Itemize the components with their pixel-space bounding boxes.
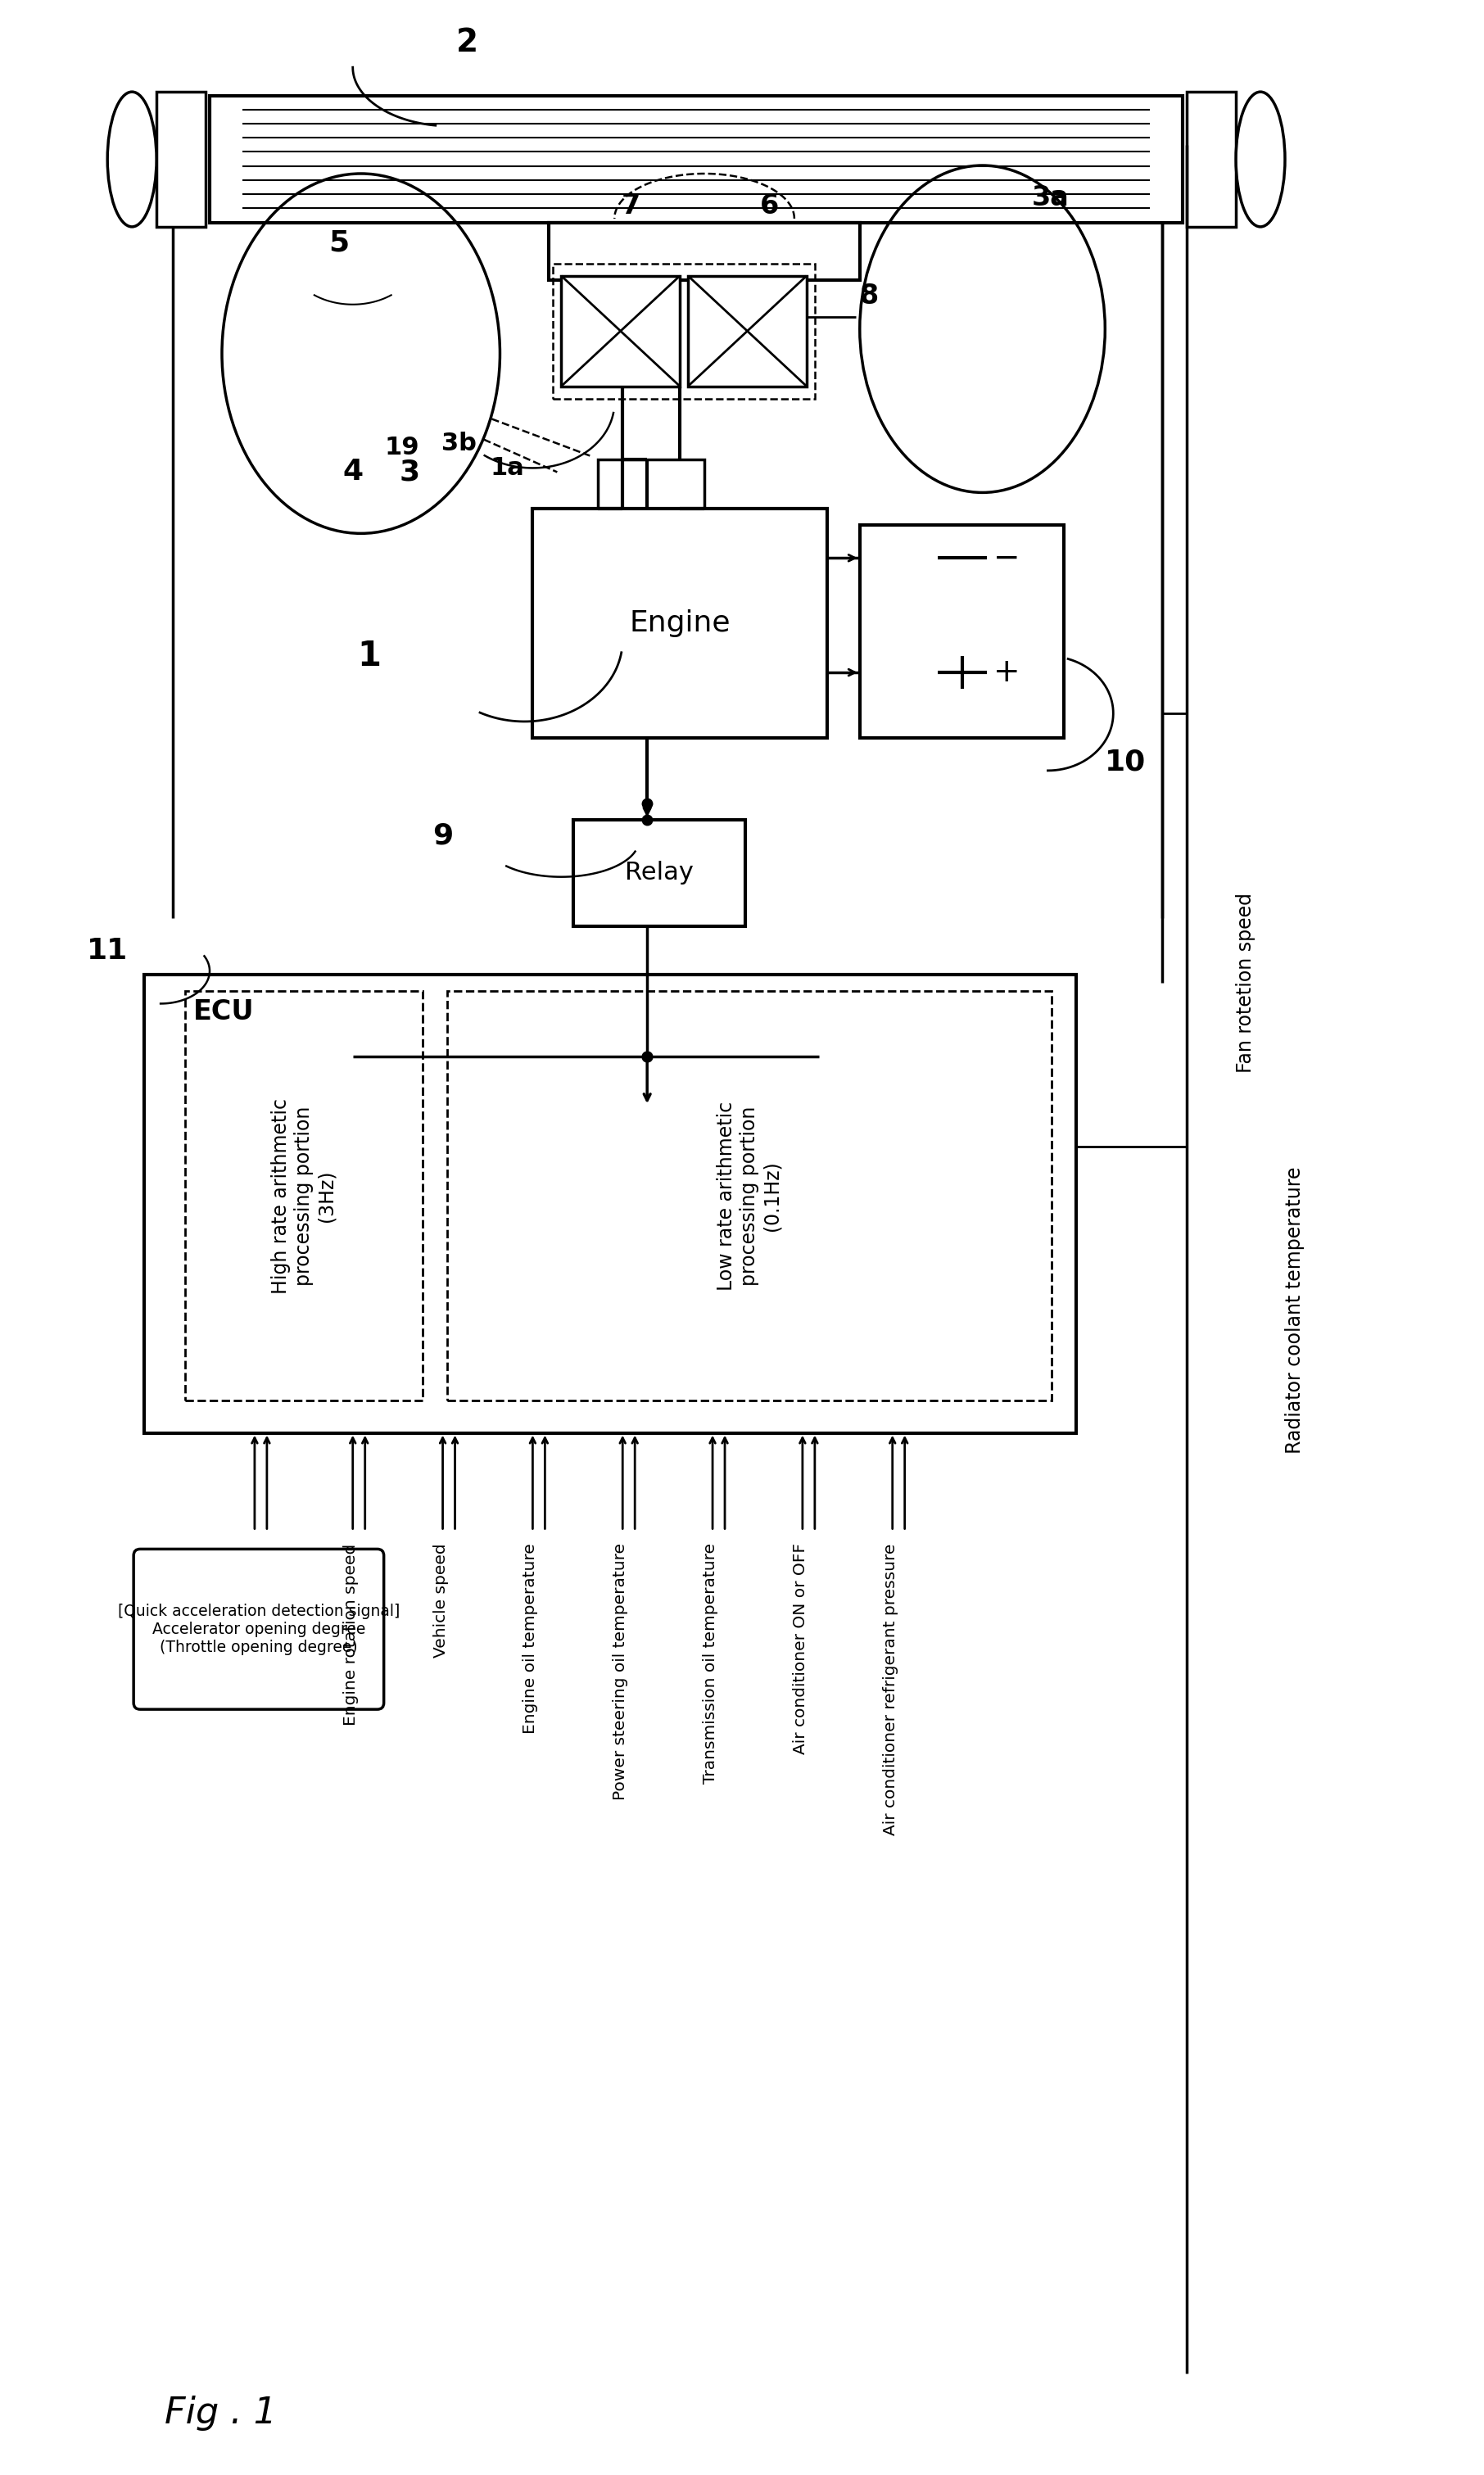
Ellipse shape — [1236, 92, 1285, 228]
Text: 6: 6 — [760, 193, 779, 220]
Text: 1: 1 — [358, 639, 381, 673]
Text: 9: 9 — [432, 822, 453, 849]
Bar — [447, 992, 1052, 1401]
Bar — [156, 92, 206, 228]
FancyBboxPatch shape — [134, 1549, 384, 1710]
Bar — [859, 525, 1064, 738]
Bar — [689, 275, 807, 386]
Text: Engine oil temperature: Engine oil temperature — [522, 1544, 539, 1735]
Text: 2: 2 — [456, 27, 478, 59]
Text: Engine: Engine — [629, 609, 730, 636]
Bar — [144, 975, 1076, 1433]
Text: Low rate arithmetic
processing portion
(0.1Hz): Low rate arithmetic processing portion (… — [717, 1101, 782, 1289]
Bar — [573, 819, 745, 926]
Text: 8: 8 — [859, 282, 879, 309]
Text: Relay: Relay — [625, 861, 693, 884]
Text: Transmission oil temperature: Transmission oil temperature — [703, 1544, 718, 1784]
Text: 5: 5 — [328, 230, 349, 257]
Text: 10: 10 — [1106, 747, 1146, 777]
Text: +: + — [994, 656, 1021, 688]
Bar — [209, 97, 1183, 223]
Text: 3a: 3a — [1031, 186, 1068, 213]
Text: 7: 7 — [622, 193, 640, 220]
Text: Fan rotetion speed: Fan rotetion speed — [1236, 893, 1255, 1074]
Bar — [598, 460, 705, 510]
Bar — [533, 510, 827, 738]
Text: [Quick acceleration detection signal]
Accelerator opening degree
(Throttle openi: [Quick acceleration detection signal] Ac… — [117, 1604, 399, 1656]
Text: High rate arithmetic
processing portion
(3Hz): High rate arithmetic processing portion … — [272, 1099, 337, 1294]
Text: 4: 4 — [343, 458, 364, 485]
Text: Air conditioner ON or OFF: Air conditioner ON or OFF — [792, 1544, 809, 1755]
Text: ECU: ECU — [193, 997, 254, 1025]
Text: Air conditioner refrigerant pressure: Air conditioner refrigerant pressure — [883, 1544, 898, 1834]
Bar — [549, 223, 859, 280]
Ellipse shape — [107, 92, 156, 228]
Bar — [561, 275, 680, 386]
Bar — [554, 262, 815, 398]
Text: Vehicle speed: Vehicle speed — [433, 1544, 448, 1658]
Text: 19: 19 — [384, 436, 420, 460]
Text: 11: 11 — [88, 936, 128, 965]
Text: 3: 3 — [399, 458, 420, 485]
Bar — [186, 992, 423, 1401]
Text: Radiator coolant temperature: Radiator coolant temperature — [1285, 1166, 1304, 1453]
Text: −: − — [994, 542, 1021, 574]
Text: Fig . 1: Fig . 1 — [165, 2396, 278, 2430]
Text: Engine rotation speed: Engine rotation speed — [343, 1544, 359, 1725]
Text: 3b: 3b — [442, 431, 476, 455]
Text: 1a: 1a — [490, 455, 524, 480]
Bar — [1187, 92, 1236, 228]
Text: Power steering oil temperature: Power steering oil temperature — [613, 1544, 628, 1799]
